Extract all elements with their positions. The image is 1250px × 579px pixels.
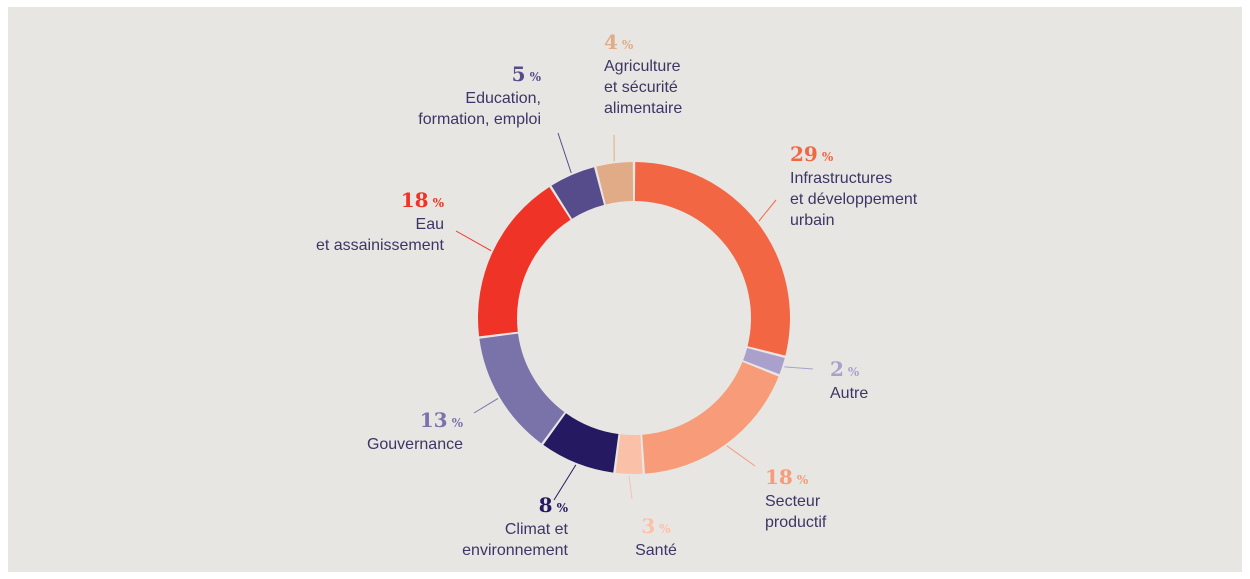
percent-symbol: % xyxy=(659,522,671,536)
percent-value: 2 xyxy=(830,357,844,381)
percent-value: 29 xyxy=(790,142,818,166)
percent-value: 18 xyxy=(401,188,429,212)
percent-label-sante: 3% xyxy=(641,514,671,538)
percent-symbol: % xyxy=(797,473,809,487)
percent-label-agriculture: 4% xyxy=(604,30,634,54)
category-label-infrastructures: urbain xyxy=(790,212,834,229)
donut-slice-climat xyxy=(543,413,619,473)
percent-value: 13 xyxy=(420,408,448,432)
percent-value: 4 xyxy=(604,30,618,54)
percent-symbol: % xyxy=(452,416,464,430)
donut-slice-secteur-productif xyxy=(642,361,779,474)
percent-label-autre: 2% xyxy=(830,357,860,381)
category-label-agriculture: et sécurité xyxy=(604,79,678,96)
category-label-eau: Eau xyxy=(416,216,444,233)
percent-value: 5 xyxy=(512,62,526,86)
category-label-climat: environnement xyxy=(462,542,568,559)
percent-symbol: % xyxy=(557,501,569,515)
percent-label-infrastructures: 29% xyxy=(790,142,834,166)
category-label-secteur-productif: Secteur xyxy=(765,493,821,510)
category-label-infrastructures: Infrastructures xyxy=(790,170,892,187)
percent-value: 18 xyxy=(765,465,793,489)
percent-label-education: 5% xyxy=(512,62,542,86)
category-label-secteur-productif: productif xyxy=(765,514,827,531)
percent-symbol: % xyxy=(622,38,634,52)
category-label-agriculture: Agriculture xyxy=(604,58,681,75)
donut-slice-eau xyxy=(478,186,571,337)
leader-line-sante xyxy=(628,475,633,500)
percent-label-climat: 8% xyxy=(539,493,569,517)
leader-line-eau xyxy=(455,230,492,252)
leader-line-autre xyxy=(784,366,814,370)
category-label-infrastructures: et développement xyxy=(790,191,918,208)
leader-line-climat xyxy=(553,464,577,501)
donut-chart: 29 % Infrastructures et développement urbain… xyxy=(316,30,918,559)
slice-labels: 29 % Infrastructures et développement urbain… xyxy=(316,30,918,559)
donut-slice-agriculture xyxy=(596,162,634,205)
percent-label-secteur-productif: 18% xyxy=(765,465,809,489)
category-label-autre: Autre xyxy=(830,385,868,402)
leader-lines xyxy=(455,132,814,501)
category-label-eau: et assainissement xyxy=(316,237,445,254)
donut-slice-education xyxy=(551,167,605,219)
leader-line-secteur-productif xyxy=(726,445,756,467)
percent-symbol: % xyxy=(822,150,834,164)
donut-slice-autre xyxy=(743,347,785,375)
leader-line-education xyxy=(557,132,572,174)
donut-slice-gouvernance xyxy=(479,333,565,444)
percent-symbol: % xyxy=(433,196,445,210)
leader-line-infrastructures xyxy=(758,199,777,222)
chart-panel: 29% Infrastructures et développement urbain… xyxy=(8,7,1242,572)
category-label-agriculture: alimentaire xyxy=(604,100,682,117)
percent-symbol: % xyxy=(848,365,860,379)
donut-slice-sante xyxy=(615,434,643,474)
percent-value: 8 xyxy=(539,493,553,517)
percent-label-eau: 18% xyxy=(401,188,445,212)
category-label-sante: Santé xyxy=(635,542,677,559)
leader-line-gouvernance xyxy=(473,398,499,414)
donut-slices xyxy=(478,162,790,474)
category-label-education: Education, xyxy=(465,90,541,107)
percent-label-gouvernance: 13% xyxy=(420,408,464,432)
category-label-climat: Climat et xyxy=(505,521,569,538)
percent-symbol: % xyxy=(530,70,542,84)
donut-slice-infrastructures xyxy=(634,162,790,356)
category-label-education: formation, emploi xyxy=(418,111,541,128)
category-label-gouvernance: Gouvernance xyxy=(367,436,463,453)
percent-value: 3 xyxy=(641,514,655,538)
